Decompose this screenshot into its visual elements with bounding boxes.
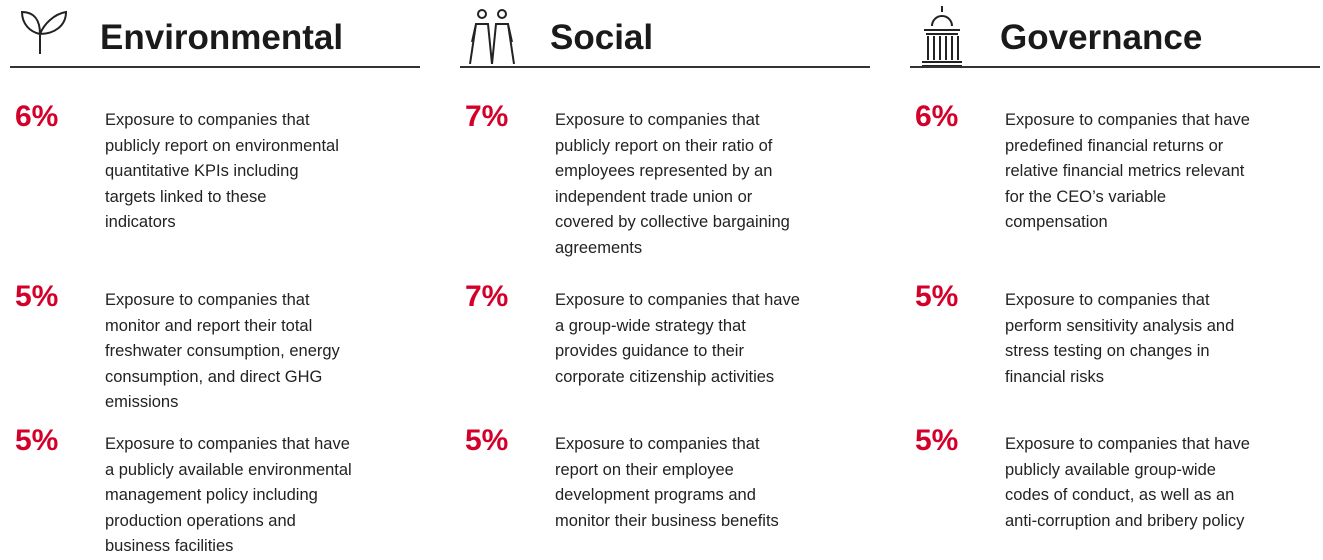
description: Exposure to companies that have a group-w… (555, 288, 800, 390)
description-line: a group-wide strategy that (555, 316, 746, 335)
divider (10, 66, 420, 68)
description-line: financial risks (1005, 367, 1105, 386)
description-line: anti-corruption and bribery policy (1005, 511, 1245, 530)
description-line: predefined financial returns or (1005, 136, 1224, 155)
description: Exposure to companies that perform sensit… (1005, 288, 1234, 390)
description-line: production operations and (105, 511, 296, 530)
percentage: 5% (15, 280, 59, 313)
description-line: Exposure to companies that (1005, 291, 1210, 309)
description-line: compensation (1005, 213, 1108, 231)
column: Social 7% Exposure to companies that public… (460, 0, 870, 555)
description-line: corporate citizenship activities (555, 367, 775, 386)
description-line: quantitative KPIs including (105, 162, 299, 180)
description-line: indicators (105, 213, 176, 231)
leaf-icon (20, 10, 68, 54)
description-line: management policy including (105, 486, 318, 504)
column-title: Environmental (100, 18, 344, 57)
description-line: Exposure to companies that have (105, 435, 350, 453)
percentage: 6% (915, 100, 959, 133)
description-line: publicly available group-wide (1005, 460, 1216, 479)
percentage: 7% (465, 280, 509, 313)
description: Exposure to companies that have predefine… (1005, 108, 1250, 236)
description-line: a publicly available environmental (105, 460, 352, 479)
description-line: Exposure to companies that have (1005, 111, 1250, 129)
column: Governance 6% Exposure to companies that h… (910, 0, 1320, 555)
description-line: business facilities (105, 537, 234, 555)
description-line: targets linked to these (105, 187, 267, 206)
description-line: publicly report on their ratio of (555, 136, 773, 155)
description-line: Exposure to companies that (555, 435, 760, 453)
description-line: development programs and (555, 486, 756, 504)
description-line: independent trade union or (555, 187, 753, 206)
column-title: Social (550, 18, 654, 57)
percentage: 5% (915, 280, 959, 313)
people-icon (469, 9, 515, 64)
description: Exposure to companies that publicly repor… (105, 108, 339, 236)
description-line: publicly report on environmental (105, 136, 339, 155)
description: Exposure to companies that have publicly … (1005, 432, 1250, 534)
description-line: consumption, and direct GHG (105, 367, 323, 386)
description-line: emissions (105, 393, 179, 411)
percentage: 5% (15, 424, 59, 457)
description: Exposure to companies that report on thei… (555, 432, 779, 534)
description-line: employees represented by an (555, 162, 773, 180)
description-line: for the CEO’s variable (1005, 187, 1167, 206)
description-line: Exposure to companies that have (555, 291, 800, 309)
description-line: Exposure to companies that (105, 291, 310, 309)
percentage: 5% (915, 424, 959, 457)
divider (460, 66, 870, 68)
description: Exposure to companies that have a publicl… (105, 432, 352, 560)
description-line: monitor and report their total (105, 316, 313, 335)
description-line: freshwater consumption, energy (105, 342, 340, 360)
description-line: perform sensitivity analysis and (1005, 316, 1235, 335)
building-icon (922, 6, 962, 67)
description-line: report on their employee (555, 460, 734, 479)
description-line: relative financial metrics relevant (1005, 162, 1245, 180)
description: Exposure to companies that monitor and re… (105, 288, 340, 416)
divider (910, 66, 1320, 68)
percentage: 7% (465, 100, 509, 133)
description-line: stress testing on changes in (1005, 342, 1210, 360)
column: Environmental 6% Exposure to companies tha… (10, 0, 420, 555)
description-line: Exposure to companies that have (1005, 435, 1250, 453)
column-title: Governance (1000, 18, 1203, 57)
description: Exposure to companies that publicly repor… (555, 108, 790, 261)
description-line: covered by collective bargaining (555, 213, 790, 231)
description-line: Exposure to companies that (555, 111, 760, 129)
description-line: agreements (555, 238, 643, 257)
description-line: Exposure to companies that (105, 111, 310, 129)
description-line: monitor their business benefits (555, 511, 779, 530)
percentage: 5% (465, 424, 509, 457)
description-line: provides guidance to their (555, 342, 744, 360)
percentage: 6% (15, 100, 59, 133)
description-line: codes of conduct, as well as an (1005, 486, 1235, 504)
